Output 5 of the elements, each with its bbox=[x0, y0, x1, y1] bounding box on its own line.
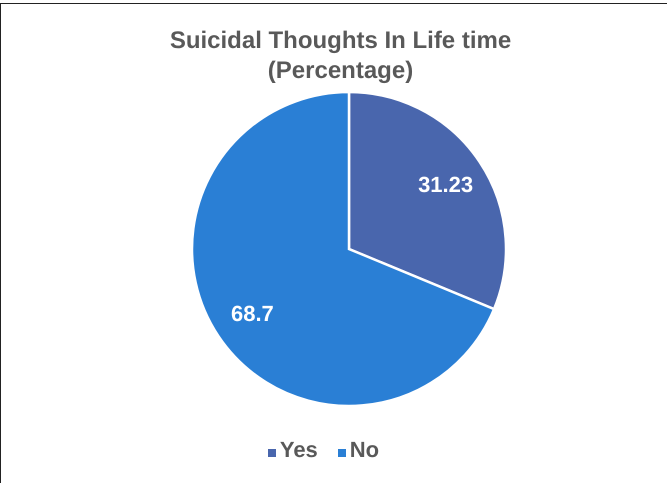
legend-label: No bbox=[350, 437, 380, 462]
data-label: 31.23 bbox=[418, 172, 474, 197]
chart-title: Suicidal Thoughts In Life time (Percentage) bbox=[168, 26, 512, 86]
legend-label: Yes bbox=[280, 437, 318, 462]
data-label: 68.7 bbox=[230, 301, 274, 326]
